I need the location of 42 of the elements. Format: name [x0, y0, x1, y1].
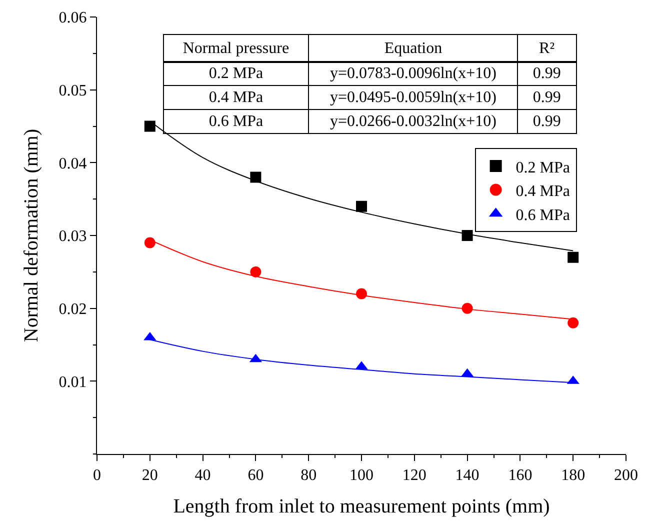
annotation: 0.2 MPa	[208, 64, 264, 82]
y-axis-title: Normal deformation (mm)	[20, 128, 42, 342]
point	[568, 317, 579, 328]
annotation: y=0.0495-0.0059ln(x+10)	[330, 88, 496, 106]
x-tick-label: 80	[300, 467, 317, 484]
x-axis-title: Length from inlet to measurement points (mm)	[173, 496, 550, 518]
annotation: R²	[539, 40, 555, 58]
x-tick-label: 0	[93, 467, 101, 484]
y-tick-label: 0.05	[58, 82, 87, 100]
y-tick-label: 0.01	[58, 374, 87, 391]
x-tick-label: 60	[248, 467, 264, 484]
x-tick-label: 40	[194, 467, 211, 484]
annotation: y=0.0266-0.0032ln(x+10)	[330, 113, 496, 130]
annotation: 0.6 MPa	[208, 113, 264, 130]
annotation: 0.4 MPa	[208, 88, 264, 106]
y-tick-label: 0.04	[58, 155, 87, 172]
x-tick-label: 180	[561, 467, 586, 484]
point	[250, 266, 262, 278]
point	[356, 200, 367, 212]
x-tick-label: 20	[142, 467, 158, 484]
x-tick-label: 100	[350, 467, 374, 484]
point	[462, 230, 473, 241]
point	[250, 172, 262, 183]
annotation: Equation	[384, 40, 442, 58]
point	[568, 252, 579, 263]
legend-label: 0.2 MPa	[516, 159, 570, 176]
y-tick-label: 0.02	[58, 300, 87, 318]
legend-label: 0.6 MPa	[516, 206, 570, 224]
point	[144, 237, 156, 248]
annotation: 0.99	[532, 64, 561, 82]
x-tick-label: 140	[455, 467, 480, 484]
annotation: 0.99	[532, 113, 561, 130]
point	[144, 120, 156, 132]
x-tick-label: 160	[508, 467, 532, 484]
y-tick-label: 0.06	[58, 10, 87, 27]
annotation: y=0.0783-0.0096ln(x+10)	[330, 64, 496, 82]
annotation: Normal pressure	[182, 40, 290, 58]
annotation: 0.99	[532, 88, 561, 106]
x-tick-label: 200	[614, 467, 638, 484]
y-tick-label: 0.03	[58, 228, 87, 246]
x-tick-label: 120	[402, 467, 426, 484]
legend-label: 0.4 MPa	[516, 183, 570, 200]
